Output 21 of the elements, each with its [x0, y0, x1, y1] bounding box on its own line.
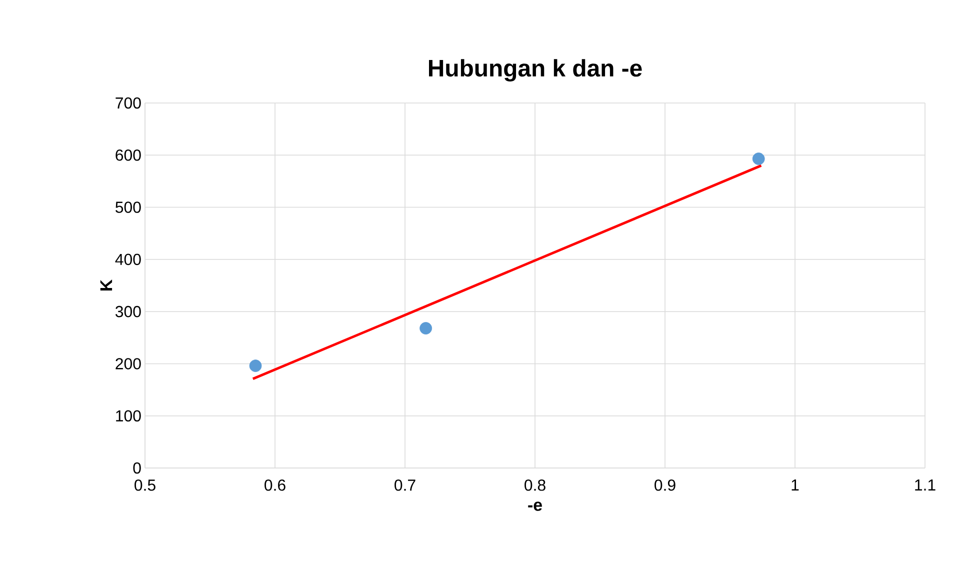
y-tick-label: 500 [116, 202, 141, 213]
chart-title: Hubungan k dan -e [429, 59, 642, 82]
x-tick-label: 0.8 [524, 480, 546, 491]
point [249, 360, 262, 372]
x-tick-label: 0.5 [134, 480, 156, 491]
y-tick-label: 600 [116, 150, 141, 161]
y-tick-label: 400 [115, 254, 141, 266]
x-tick-label: 0.9 [654, 480, 676, 491]
y-tick-label: 700 [116, 97, 141, 109]
x-axis-title: -e [528, 502, 542, 511]
y-tick-label: 200 [116, 358, 141, 370]
x-tick-label: 1 [792, 480, 799, 490]
y-axis-title: K [100, 280, 112, 290]
y-tick-label: 300 [115, 306, 141, 318]
point [752, 152, 765, 165]
point [420, 322, 432, 334]
y-tick-label: 100 [116, 410, 141, 422]
x-tick-label: 0.7 [394, 480, 416, 491]
x-tick-label: 1.1 [915, 480, 936, 490]
x-tick-label: 0.6 [264, 480, 286, 491]
y-tick-label: 0 [133, 462, 141, 474]
